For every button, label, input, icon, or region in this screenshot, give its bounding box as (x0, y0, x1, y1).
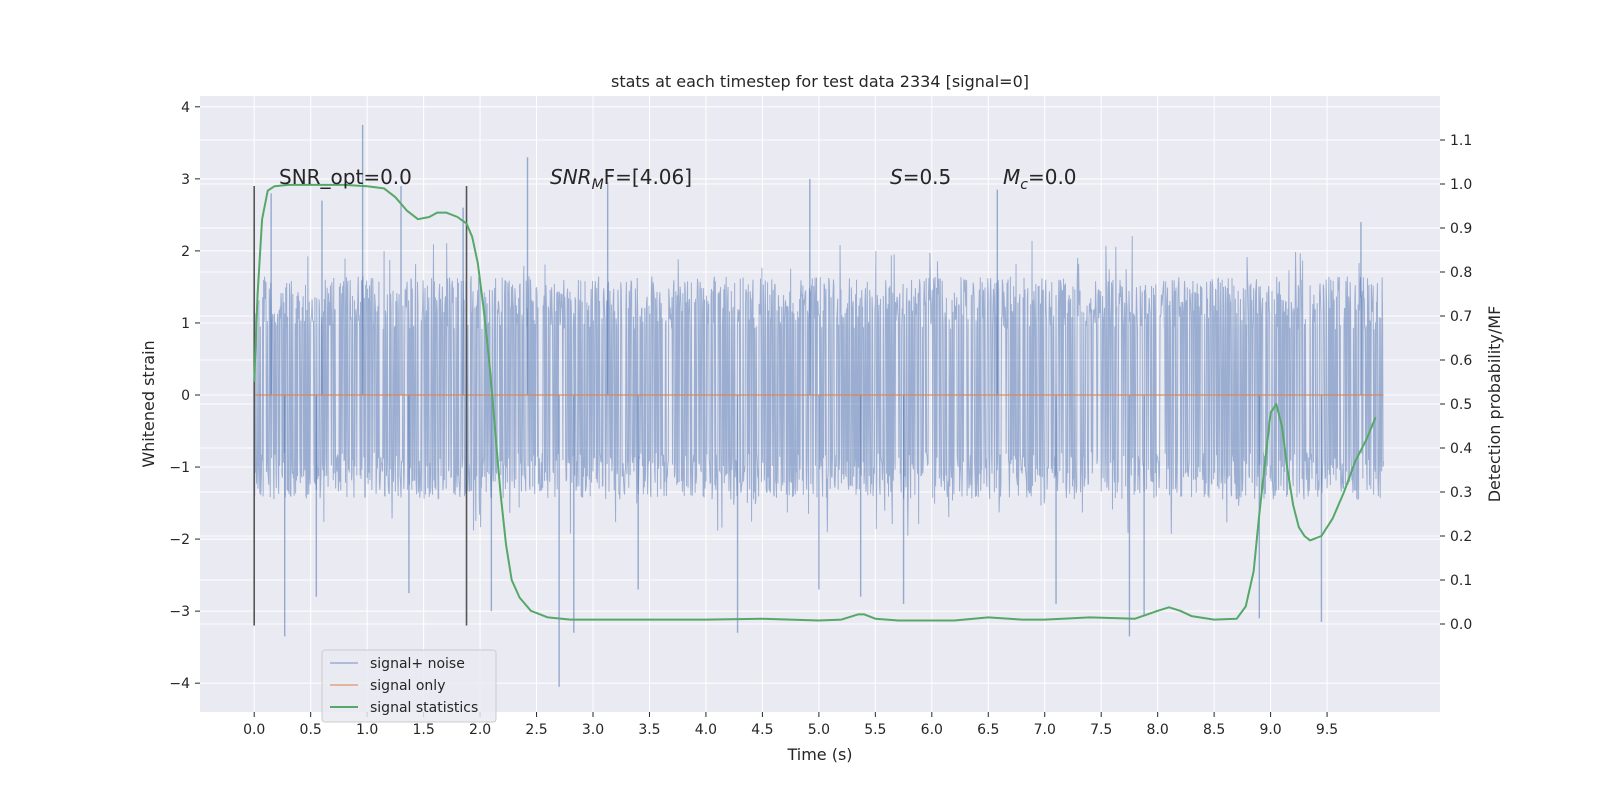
y2-tick-label: 0.0 (1450, 617, 1472, 633)
signal-statistics-line (253, 183, 1377, 622)
y-tick-label: −4 (169, 676, 190, 692)
axis-ticks: 0.0 0.5 1.0 1.5 2.0 2.5 3.0 3.5 4.0 4.5 5.0 5.5 6.0 6… (169, 100, 1472, 738)
legend: signal+ noise signal only signal statist… (321, 649, 497, 723)
y-tick-label: −3 (169, 604, 190, 620)
legend-label-signal-statistics: signal statistics (370, 700, 478, 716)
y2-tick-label: 0.5 (1450, 397, 1472, 413)
y2-tick-label: 0.9 (1450, 221, 1472, 237)
x-tick-label: 4.5 (751, 722, 773, 738)
x-tick-label: 1.5 (412, 722, 434, 738)
legend-label-signal-only: signal only (370, 678, 445, 694)
annotation-snr-opt: SNR_opt=0.0 (279, 165, 412, 189)
x-tick-label: 8.0 (1147, 722, 1169, 738)
annotation-mc: Mc=0.0 (1003, 165, 1077, 193)
chart-title: stats at each timestep for test data 233… (611, 72, 1029, 91)
x-tick-label: 6.5 (977, 722, 999, 738)
y2-tick-label: 0.4 (1450, 441, 1472, 457)
y2-tick-label: 1.1 (1450, 133, 1472, 149)
y-tick-label: 3 (181, 172, 190, 188)
x-tick-label: 7.5 (1090, 722, 1112, 738)
vertical-markers (253, 186, 468, 626)
x-tick-label: 9.0 (1259, 722, 1281, 738)
y-tick-label: 4 (181, 100, 190, 116)
data-series-layer (253, 124, 1385, 687)
y2-axis-label: Detection probability/MF (1485, 306, 1504, 503)
y2-tick-label: 0.7 (1450, 309, 1472, 325)
x-tick-label: 6.0 (921, 722, 943, 738)
y-tick-label: 2 (181, 244, 190, 260)
x-tick-label: 2.0 (469, 722, 491, 738)
x-tick-label: 5.0 (808, 722, 830, 738)
legend-label-signal-noise: signal+ noise (370, 656, 465, 672)
y2-tick-label: 0.8 (1450, 265, 1472, 281)
y-tick-label: 1 (181, 316, 190, 332)
y-tick-label: 0 (181, 388, 190, 404)
x-tick-label: 0.0 (243, 722, 265, 738)
signal-noise-line (253, 236, 1385, 536)
x-tick-label: 4.0 (695, 722, 717, 738)
signal-statistics-layer (253, 183, 1377, 622)
x-tick-label: 3.5 (638, 722, 660, 738)
x-tick-label: 2.5 (525, 722, 547, 738)
x-tick-label: 3.0 (582, 722, 604, 738)
y2-tick-label: 0.6 (1450, 353, 1472, 369)
annotation-s: S=0.5 (890, 165, 951, 189)
x-tick-label: 5.5 (864, 722, 886, 738)
y2-tick-label: 0.3 (1450, 485, 1472, 501)
y-axis-label: Whitened strain (139, 340, 158, 467)
legend-box (321, 649, 497, 723)
x-axis-label: Time (s) (786, 745, 852, 764)
annotation-snr-mf: SNRMF=[4.06] (550, 165, 692, 193)
x-tick-label: 8.5 (1203, 722, 1225, 738)
x-tick-label: 1.0 (356, 722, 378, 738)
annotations: SNR_opt=0.0 SNRMF=[4.06] S=0.5 Mc=0.0 (279, 165, 1077, 193)
x-tick-label: 9.5 (1316, 722, 1338, 738)
x-tick-label: 0.5 (300, 722, 322, 738)
y-tick-label: −2 (169, 532, 190, 548)
y2-tick-label: 0.2 (1450, 529, 1472, 545)
x-tick-label: 7.0 (1034, 722, 1056, 738)
y-tick-label: −1 (169, 460, 190, 476)
y2-tick-label: 1.0 (1450, 177, 1472, 193)
y2-tick-label: 0.1 (1450, 573, 1472, 589)
